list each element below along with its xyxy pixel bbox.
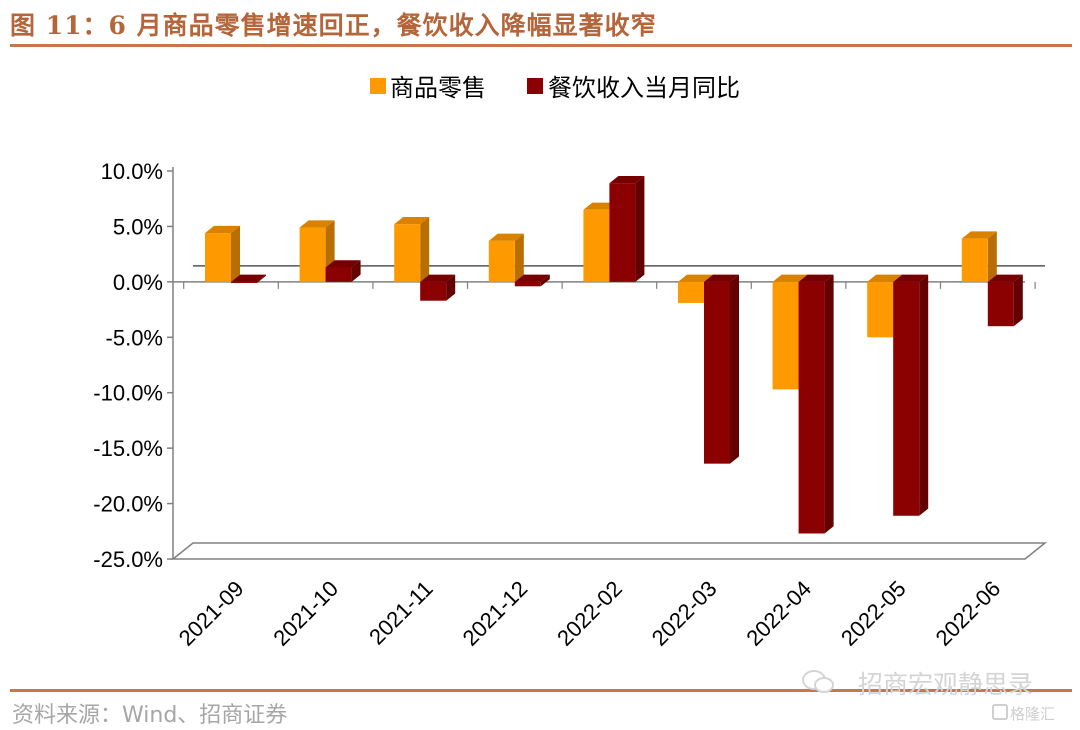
bar-front — [678, 281, 704, 303]
wechat-icon — [802, 670, 834, 693]
bar-front — [420, 281, 447, 301]
x-tick-label: 2021-11 — [364, 576, 438, 650]
bar-retail-2021-09 — [205, 225, 240, 282]
legend-label-series-1: 餐饮收入当月同比 — [548, 74, 740, 102]
x-tick-label: 2022-05 — [836, 576, 911, 651]
bar-top — [772, 274, 808, 282]
title-bar: 图 11：6 月商品零售增速回正，餐饮收入降幅显著收窄 — [10, 4, 1072, 47]
bar-side — [635, 175, 645, 282]
bar-side — [919, 274, 929, 516]
y-tick-label: 5.0% — [113, 214, 163, 239]
bar-top — [325, 260, 361, 268]
bar-side — [987, 231, 997, 282]
bar-side — [231, 225, 240, 282]
x-tick-label: 2022-02 — [552, 576, 627, 651]
bar-top — [205, 225, 240, 234]
bar-catering-2022-05 — [893, 274, 929, 516]
bar-top — [893, 274, 929, 282]
bar-top — [798, 274, 834, 282]
y-tick-label: 10.0% — [101, 159, 163, 184]
legend-label-series-0: 商品零售 — [390, 74, 486, 102]
x-tick-label: 2022-03 — [647, 576, 722, 651]
bar-front — [205, 233, 231, 282]
bar-catering-2022-04 — [798, 274, 834, 534]
x-axis-labels: 2021-09 2021-10 2021-11 2021-12 2022-02 2022-… — [174, 576, 1006, 651]
source-note: 资料来源：Wind、招商证券 — [12, 703, 288, 728]
bar-side — [420, 217, 430, 282]
chart-canvas: 商品零售 餐饮收入当月同比 10.0% 5.0% 0.0% -5.0% -10.0% -1… — [93, 74, 1048, 651]
bar-catering-2022-02 — [609, 175, 645, 282]
bar-top — [299, 220, 335, 228]
bar-side — [1013, 274, 1023, 327]
bar-top — [704, 274, 739, 282]
bar-top — [678, 274, 713, 282]
floor-plane — [170, 542, 1048, 560]
legend-swatch-series-0 — [370, 78, 386, 94]
bar-top — [987, 274, 1023, 282]
bar-top — [609, 175, 645, 184]
bar-catering-2021-09 — [231, 274, 266, 283]
bar-catering-2021-11 — [420, 274, 456, 301]
bar-top — [420, 274, 456, 282]
legend: 商品零售 餐饮收入当月同比 — [370, 74, 740, 102]
page-title: 图 11：6 月商品零售增速回正，餐饮收入降幅显著收窄 — [10, 11, 657, 40]
bar-side — [824, 274, 834, 534]
bar-front — [704, 281, 730, 464]
bar-front — [583, 209, 610, 282]
bar-catering-2021-10 — [325, 260, 361, 282]
bar-catering-2022-06 — [987, 274, 1023, 327]
x-tick-label: 2021-12 — [458, 576, 533, 651]
x-tick-label: 2021-09 — [174, 576, 249, 651]
bar-top — [961, 231, 997, 239]
y-tick-label: 0.0% — [113, 270, 163, 295]
bar-retail-2022-06 — [961, 231, 997, 282]
bar-front — [299, 227, 326, 282]
x-tick-label: 2021-10 — [268, 576, 343, 651]
bar-front — [394, 224, 421, 282]
x-tick-label: 2022-04 — [741, 576, 816, 651]
y-tick-label: -10.0% — [93, 381, 163, 406]
bar-retail-2021-11 — [394, 217, 430, 282]
bar-front — [231, 281, 257, 283]
bar-top — [394, 217, 430, 225]
bar-catering-2021-12 — [514, 274, 550, 287]
bar-side — [257, 274, 266, 283]
title-divider — [10, 44, 1072, 47]
bar-catering-2022-03 — [704, 274, 739, 464]
bar-front — [488, 240, 515, 282]
bar-side — [514, 233, 524, 282]
y-tick-label: -20.0% — [93, 492, 163, 517]
footer-divider — [10, 689, 1072, 692]
legend-swatch-series-1 — [527, 78, 543, 94]
watermark-text: 招商宏观静思录 — [858, 670, 1034, 699]
bar-top — [231, 274, 266, 282]
bar-front — [514, 281, 541, 287]
bar-top — [867, 274, 903, 282]
bar-side — [351, 260, 361, 282]
bar-front — [867, 281, 894, 338]
bar-side — [730, 274, 739, 464]
bars — [205, 175, 1023, 534]
bar-front — [798, 281, 825, 534]
y-tick-label: -25.0% — [93, 547, 163, 572]
y-tick-label: -5.0% — [106, 325, 163, 350]
watermark-sub-text: 格隆汇 — [1010, 705, 1056, 723]
bar-retail-2021-12 — [488, 233, 524, 282]
bar-side — [540, 274, 550, 287]
bar-front — [325, 267, 352, 282]
bar-front — [987, 281, 1014, 327]
bar-front — [772, 281, 799, 390]
y-tick-label: -15.0% — [93, 436, 163, 461]
bar-top — [514, 274, 550, 282]
bar-front — [961, 238, 988, 282]
bar-top — [488, 233, 524, 241]
x-tick-label: 2022-06 — [931, 576, 1006, 651]
bar-front — [893, 281, 920, 516]
bar-front — [609, 183, 636, 282]
gelonghui-icon — [992, 704, 1008, 720]
bar-side — [446, 274, 456, 301]
